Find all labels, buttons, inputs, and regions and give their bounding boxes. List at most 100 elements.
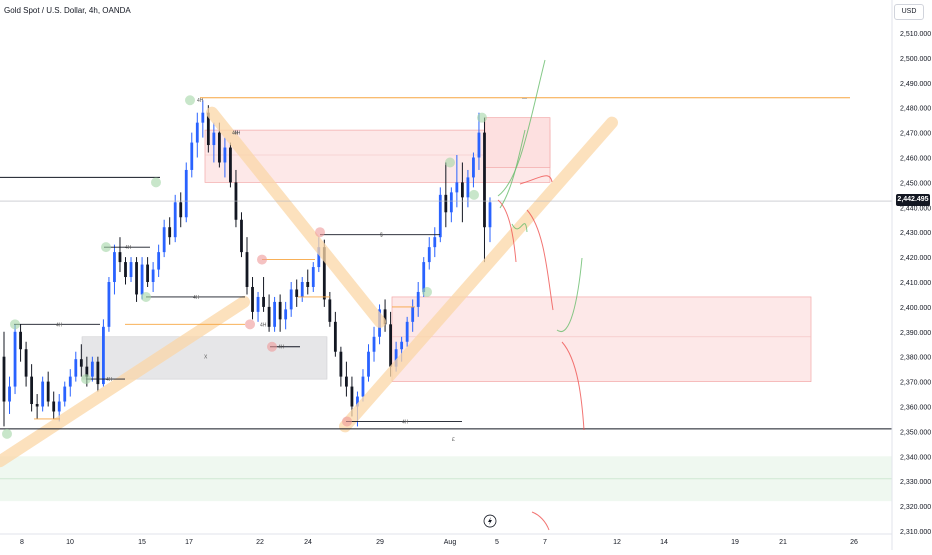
candle-body [466,177,470,198]
candle-body [2,356,6,402]
candle [35,394,39,419]
level-label: 4H [106,377,113,383]
candle-body [90,361,94,377]
y-tick-label: 2,350.000 [900,429,931,436]
candle-body [444,194,448,213]
candle [79,344,83,377]
y-tick-label: 2,410.000 [900,280,931,287]
projection-arrow [519,175,553,185]
y-tick-label: 2,500.000 [900,56,931,63]
candle-body [400,341,404,350]
y-tick-label: 2,380.000 [900,355,931,362]
candle-body [333,321,337,352]
candle-body [124,262,127,278]
pivot-marker [10,319,20,330]
candle [162,219,166,258]
y-tick-label: 2,480.000 [900,106,931,113]
candle-body [19,331,22,350]
candle [367,344,370,382]
candle [483,117,486,263]
symbol-title: Gold Spot / U.S. Dollar, 4h, OANDA [4,6,131,15]
candle-body [13,331,17,387]
candle [13,324,17,395]
y-tick-label: 2,420.000 [900,255,931,262]
x-tick-label: 12 [613,539,621,546]
candle [345,361,348,397]
candle-body [8,386,11,402]
candle [477,112,481,170]
x-tick-label: 26 [850,539,858,546]
candle [140,257,144,300]
currency-selector[interactable]: USD [894,4,924,20]
candle-body [107,282,111,327]
candle-body [483,132,486,228]
candle-body [460,182,464,198]
x-tick-label: Aug [444,539,457,546]
candle-body [455,182,459,193]
candle [273,296,277,332]
candle-body [405,321,409,342]
x-tick-label: 29 [376,539,384,546]
candle-body [306,282,310,287]
candle-body [322,247,326,300]
candle [212,122,216,163]
projection-arrow [531,511,550,531]
candle-body [394,349,398,367]
candle-body [179,202,183,218]
trend-line-resistance-mid [206,106,386,328]
candle [151,262,155,292]
candle [184,162,188,223]
candle [251,277,254,320]
y-tick-label: 2,320.000 [900,504,931,511]
candle-body [68,376,72,387]
pivot-marker [141,291,151,302]
pivot-marker [445,157,455,168]
candle [416,282,420,317]
candle-body [206,112,210,146]
y-tick-label: 2,460.000 [900,156,931,163]
level-label: 4H [402,419,409,425]
candle [107,277,111,332]
candle-body [295,289,299,297]
candle-body [372,336,376,352]
pivot-marker [245,319,255,330]
candle [311,262,315,292]
candle-body [278,301,282,320]
candle-body [284,309,288,320]
candle-body [63,386,67,402]
candle [173,194,177,243]
candle [157,244,161,278]
x-tick-label: 14 [660,539,668,546]
candle-body [195,122,199,143]
candle-body [427,247,431,263]
candle-body [472,157,475,178]
candle-body [449,192,453,213]
level-label: £ [452,437,455,443]
candle-body [251,286,254,312]
trend-line-support-right [339,116,618,433]
candle [472,152,475,188]
pivot-marker [81,374,91,385]
candle [90,356,94,382]
candle-body [345,376,348,387]
candle-body [416,291,420,307]
candle [118,237,122,273]
candle [449,187,453,223]
candle [179,192,183,228]
candle [361,369,365,402]
candle-body [157,252,161,270]
candle [96,356,100,392]
x-tick-label: 22 [256,539,264,546]
candle [63,381,67,407]
candle [438,187,442,243]
y-tick-label: 2,400.000 [900,305,931,312]
candle [405,316,409,347]
candle [295,279,299,307]
candle-body [411,306,415,322]
candle [74,351,78,382]
candle [245,237,249,295]
candle-body [350,386,354,407]
candle [102,319,105,387]
